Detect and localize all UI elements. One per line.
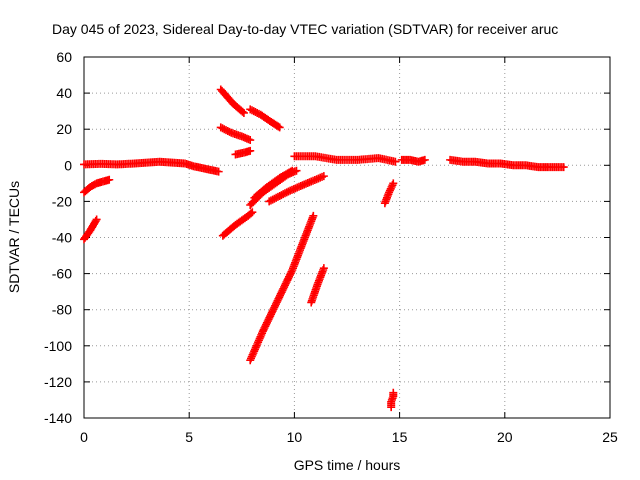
data-point-trail (266, 187, 293, 205)
x-tick-label: 0 (80, 429, 88, 445)
series-arc (80, 157, 223, 176)
data-point (420, 155, 429, 164)
data-point (559, 163, 568, 172)
data-point (246, 105, 255, 114)
x-tick-label: 25 (602, 429, 618, 445)
data-point-trail (230, 101, 243, 113)
data-point-trail (301, 213, 317, 240)
data-point-trail (81, 184, 94, 196)
y-tick-label: -40 (52, 230, 72, 246)
y-tick-label: 40 (56, 85, 72, 101)
data-point-trail (277, 167, 295, 182)
data-point (275, 123, 284, 132)
data-point-trail (264, 175, 283, 190)
data-point (391, 157, 400, 166)
series-arc (218, 208, 257, 240)
data-point (246, 146, 255, 155)
data-point-trail (81, 227, 94, 242)
y-tick-label: 20 (56, 121, 72, 137)
series-arc (397, 155, 429, 166)
data-point (385, 188, 394, 197)
data-point-trail (274, 267, 296, 303)
data-point-trail (258, 111, 274, 125)
data-point-trail (385, 181, 397, 195)
data-point-trail (287, 178, 314, 194)
series-arc (265, 172, 328, 206)
grid (84, 57, 610, 418)
data-point (239, 108, 248, 117)
data-point (319, 172, 328, 181)
data-point-trail (251, 184, 270, 201)
data-point-trail (245, 209, 255, 219)
series-arc (387, 388, 398, 412)
data-point (288, 166, 297, 175)
y-tick-label: -20 (52, 193, 72, 209)
data-point-trail (288, 235, 309, 273)
y-tick-label: 60 (56, 49, 72, 65)
x-tick-label: 10 (287, 429, 303, 445)
series-arc (290, 152, 400, 166)
data-point-trail (233, 212, 251, 228)
axis-ticks: 0 5 10 15 20 25 60 40 20 0 -20 -40 -60 -80 -100 -120 -14… (44, 49, 618, 445)
data-point-trail (241, 147, 253, 157)
data-point (105, 175, 114, 184)
data-point-trail (220, 222, 239, 239)
data-point-trail (416, 156, 428, 166)
data-point (265, 197, 274, 206)
data-point-trail (218, 124, 234, 136)
data-point-trail (87, 180, 100, 191)
series-arc (216, 123, 255, 145)
x-tick-label: 15 (392, 429, 408, 445)
series-arc (80, 175, 114, 197)
data-point-trail (87, 216, 100, 233)
data-point-trail (237, 106, 247, 116)
series-arc (216, 85, 248, 117)
series-arc (80, 215, 101, 244)
data-point (389, 179, 398, 188)
data-point-trail (94, 177, 106, 187)
data-point-trail (224, 94, 237, 107)
chart-title: Day 045 of 2023, Sidereal Day-to-day VTE… (52, 21, 558, 37)
x-tick-label: 5 (185, 429, 193, 445)
series-arc (231, 146, 255, 159)
series-arc (380, 179, 398, 208)
data-points (80, 85, 568, 412)
series-arc (246, 105, 284, 132)
series-arc (246, 211, 318, 365)
x-axis-label: GPS time / hours (294, 457, 401, 473)
y-tick-label: -140 (44, 410, 72, 426)
data-point-trail (259, 298, 281, 334)
y-tick-label: -60 (52, 266, 72, 282)
data-point-trail (247, 106, 263, 118)
data-point-trail (218, 86, 230, 100)
data-point-trail (387, 394, 397, 404)
y-tick-label: -80 (52, 302, 72, 318)
data-point (92, 215, 101, 224)
data-point (248, 208, 257, 217)
data-point (214, 167, 223, 176)
data-point-trail (268, 118, 283, 131)
series-arc (250, 166, 297, 202)
data-point (216, 123, 225, 132)
data-point (389, 388, 398, 397)
y-tick-label: 0 (64, 157, 72, 173)
data-point (309, 211, 318, 220)
series-arc (307, 264, 328, 307)
series-arc (446, 155, 568, 172)
y-tick-label: -120 (44, 374, 72, 390)
data-point (319, 264, 328, 273)
data-point (246, 136, 255, 145)
data-point-trail (247, 329, 267, 363)
x-tick-label: 20 (497, 429, 513, 445)
y-axis-label: SDTVAR / TECUs (6, 181, 22, 293)
y-tick-label: -100 (44, 338, 72, 354)
data-point-trail (100, 176, 112, 186)
